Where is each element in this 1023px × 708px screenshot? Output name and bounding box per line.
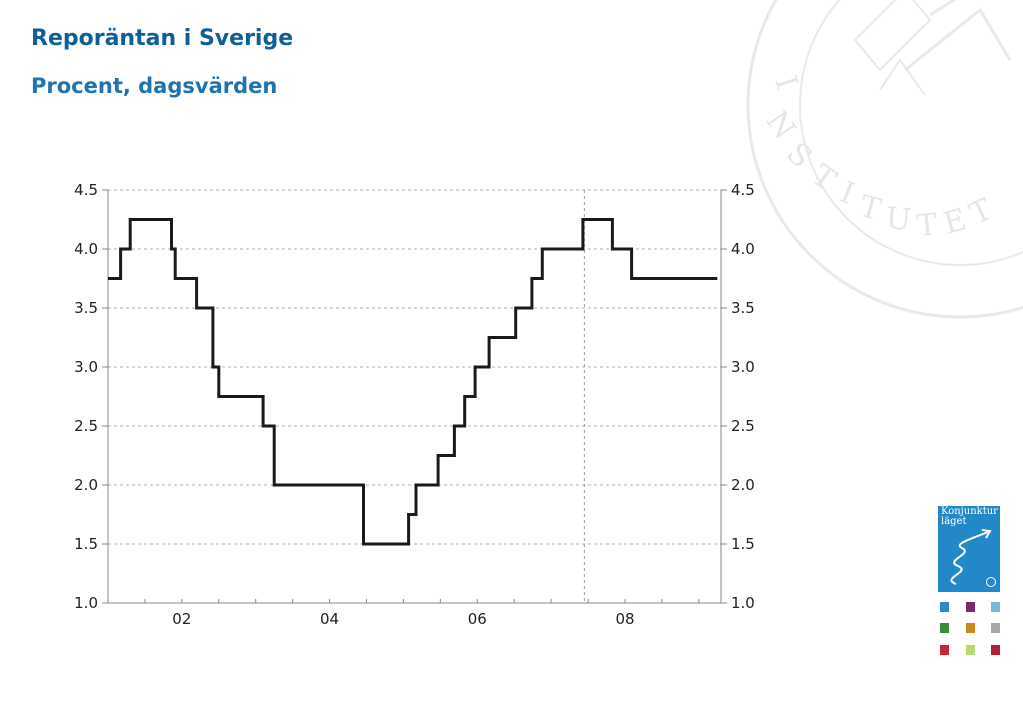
x-tick-label: 04 xyxy=(320,610,339,628)
color-swatch xyxy=(991,602,1000,612)
y-tick-label-left: 3.0 xyxy=(74,358,98,376)
color-swatch xyxy=(991,645,1000,655)
svg-text:T: T xyxy=(916,207,939,244)
y-tick-label-right: 4.0 xyxy=(731,240,755,258)
logo-text: Konjunktur läget xyxy=(941,506,998,527)
y-tick-label-left: 4.5 xyxy=(74,181,98,199)
y-tick-label-left: 1.5 xyxy=(74,535,98,553)
y-tick-label-right: 3.5 xyxy=(731,299,755,317)
color-swatch xyxy=(966,602,975,612)
y-tick-label-right: 2.0 xyxy=(731,476,755,494)
x-tick-label: 08 xyxy=(615,610,634,628)
color-swatch xyxy=(940,623,949,633)
y-tick-label-left: 4.0 xyxy=(74,240,98,258)
y-tick-label-left: 2.0 xyxy=(74,476,98,494)
chart-title: Reporäntan i Sverige xyxy=(31,26,294,51)
y-tick-label-left: 3.5 xyxy=(74,299,98,317)
color-swatch xyxy=(991,623,1000,633)
y-tick-label-right: 1.0 xyxy=(731,594,755,612)
chart-subtitle: Procent, dagsvärden xyxy=(31,74,278,98)
y-tick-label-right: 1.5 xyxy=(731,535,755,553)
y-tick-label-right: 3.0 xyxy=(731,358,755,376)
y-tick-label-left: 2.5 xyxy=(74,417,98,435)
y-tick-label-right: 4.5 xyxy=(731,181,755,199)
y-tick-labels: 1.0 1.0 1.5 1.5 2.0 2.0 2.5 2.5 3.0 3.0 3.5 3.5 4.0 4… xyxy=(74,181,755,612)
x-tick-label: 02 xyxy=(172,610,191,628)
color-swatch xyxy=(966,623,975,633)
series-line xyxy=(108,218,718,546)
svg-text:U: U xyxy=(884,201,912,238)
color-swatch xyxy=(940,645,949,655)
color-swatch xyxy=(966,645,975,655)
color-swatch xyxy=(940,602,949,612)
y-tick-label-right: 2.5 xyxy=(731,417,755,435)
x-tick-label: 06 xyxy=(468,610,487,628)
konjunkturlaget-logo: Konjunktur läget xyxy=(938,506,1000,592)
spiral-arrow-icon xyxy=(950,529,996,587)
x-tick-labels: 02 04 06 08 xyxy=(144,599,700,628)
y-tick-label-left: 1.0 xyxy=(74,594,98,612)
